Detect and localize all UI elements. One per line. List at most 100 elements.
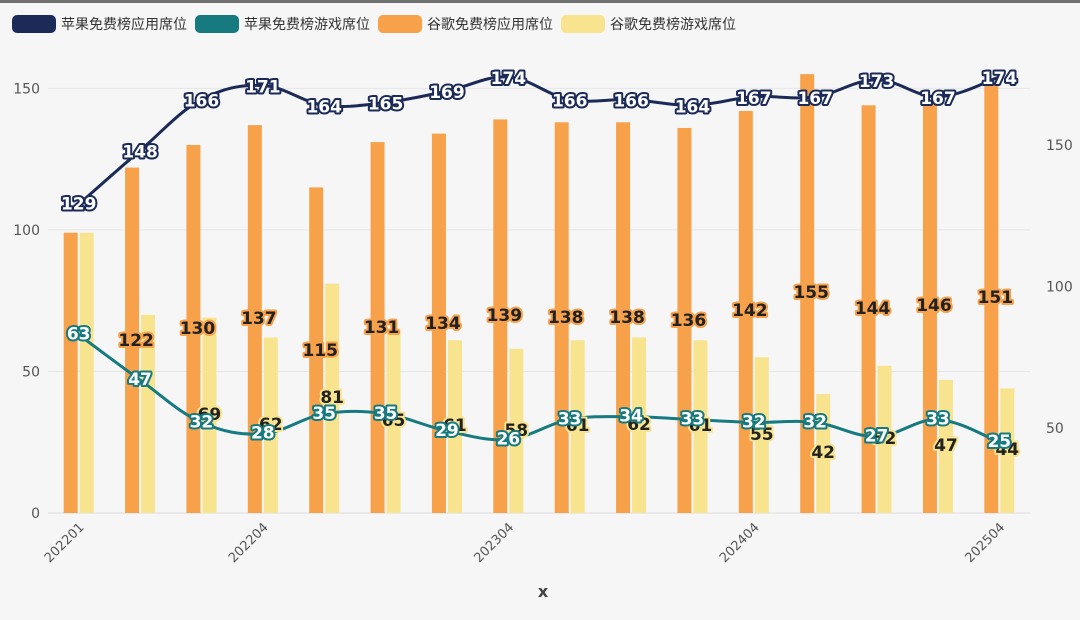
label-google-app: 134 [425,314,461,334]
y-right-tick-label: 150 [1046,138,1073,154]
label-apple-app: 174 [982,69,1018,89]
bar-google-game [386,328,401,513]
y-left-tick-label: 0 [31,506,40,522]
label-apple-game: 47 [128,370,152,390]
label-google-app: 142 [732,301,768,321]
label-apple-app: 164 [306,97,342,117]
label-google-app: 146 [916,296,952,316]
label-google-app: 136 [671,311,707,331]
bar-google-app [63,232,78,514]
x-axis-title: x [538,582,549,601]
legend: 苹果免费榜应用席位 苹果免费榜游戏席位 谷歌免费榜应用席位 谷歌免费榜游戏席位 [12,14,744,34]
bar-google-app [370,142,385,513]
y-left-tick-label: 100 [13,223,40,239]
bar-google-game [263,337,278,513]
x-tick-label: 202201 [42,520,88,566]
label-google-app: 155 [793,283,829,303]
bar-google-app [677,127,692,513]
bar-google-app [861,105,876,514]
bar-google-app [247,125,262,514]
legend-item-google-game[interactable]: 谷歌免费榜游戏席位 [561,14,736,34]
label-google-game: 55 [750,425,774,445]
bar-google-app [431,133,446,514]
label-apple-game: 32 [190,412,214,432]
label-google-app: 139 [487,306,523,326]
label-google-app: 137 [241,309,277,329]
label-apple-game: 26 [496,429,520,449]
label-google-game: 62 [627,415,651,435]
legend-swatch-apple-game [195,15,239,33]
x-tick-label: 202204 [226,520,272,566]
label-apple-app: 167 [920,89,956,109]
legend-item-apple-game[interactable]: 苹果免费榜游戏席位 [195,14,370,34]
label-apple-app: 167 [736,89,772,109]
label-google-game: 61 [443,416,467,436]
legend-item-apple-app[interactable]: 苹果免费榜应用席位 [12,14,187,34]
label-apple-app: 171 [245,77,281,97]
bar-google-game [509,348,524,513]
label-apple-app: 169 [429,83,465,103]
bars-layer [63,74,1015,514]
bar-google-app [738,110,753,514]
bar-google-game [79,232,94,514]
x-tick-label: 202504 [962,520,1008,566]
bar-google-game [693,340,708,513]
bar-google-app [800,74,815,513]
axes: 0 50 100 150 50 100 150 202201 202204 202304 20240… [13,81,1072,566]
label-google-game: 58 [504,421,528,441]
label-google-app: 144 [855,299,891,319]
bar-google-app [125,167,140,513]
line-apple-app [77,75,1000,206]
label-apple-app: 166 [613,92,649,112]
bar-google-app [554,122,569,513]
label-apple-app: 166 [552,92,588,112]
legend-label-google-game: 谷歌免费榜游戏席位 [610,17,736,33]
bar-google-app [984,85,999,513]
label-google-game: 65 [382,411,406,431]
label-apple-app: 148 [122,143,158,163]
legend-swatch-apple-app [12,15,56,33]
label-google-app: 138 [609,308,645,328]
legend-swatch-google-app [378,15,422,33]
y-right-tick-label: 50 [1046,421,1064,437]
legend-item-google-app[interactable]: 谷歌免费榜应用席位 [378,14,553,34]
bar-google-game [877,365,892,513]
label-apple-game: 35 [312,404,336,424]
label-google-game: 61 [689,416,713,436]
bar-google-game [754,357,769,513]
label-apple-game: 29 [435,421,459,441]
label-google-game: 62 [259,415,283,435]
label-apple-game: 32 [803,412,827,432]
bar-google-game [447,340,462,513]
bar-google-game [570,340,585,513]
bar-google-game [938,379,953,513]
bar-google-game [632,337,647,513]
label-apple-app: 164 [675,97,711,117]
label-apple-game: 33 [681,410,705,430]
lines-layer [77,75,1000,444]
x-tick-label: 202304 [471,520,517,566]
y-left-tick-label: 50 [22,364,40,380]
bar-google-app [309,187,324,513]
legend-label-apple-game: 苹果免费榜游戏席位 [244,17,370,33]
bar-google-game [141,314,156,513]
label-apple-app: 174 [491,69,527,89]
label-google-game: 44 [995,440,1019,460]
bar-google-app [493,119,508,514]
label-apple-game: 33 [926,410,950,430]
legend-label-apple-app: 苹果免费榜应用席位 [61,17,187,33]
label-apple-app: 167 [797,89,833,109]
label-apple-game: 33 [558,410,582,430]
x-tick-label: 202404 [717,520,763,566]
label-apple-game: 32 [742,412,766,432]
label-apple-game: 35 [374,404,398,424]
bar-google-game [325,283,340,513]
labels-layer: 122 130 137 115 131 134 139 138 138 136 142 155 144 1… [59,67,1021,465]
bar-google-game [202,317,217,513]
bar-google-game [1000,388,1015,513]
label-apple-app: 129 [61,194,97,214]
label-apple-app: 173 [859,72,895,92]
label-google-game: 47 [934,436,958,456]
label-google-app: 151 [978,288,1014,308]
label-google-game: 81 [320,388,344,408]
